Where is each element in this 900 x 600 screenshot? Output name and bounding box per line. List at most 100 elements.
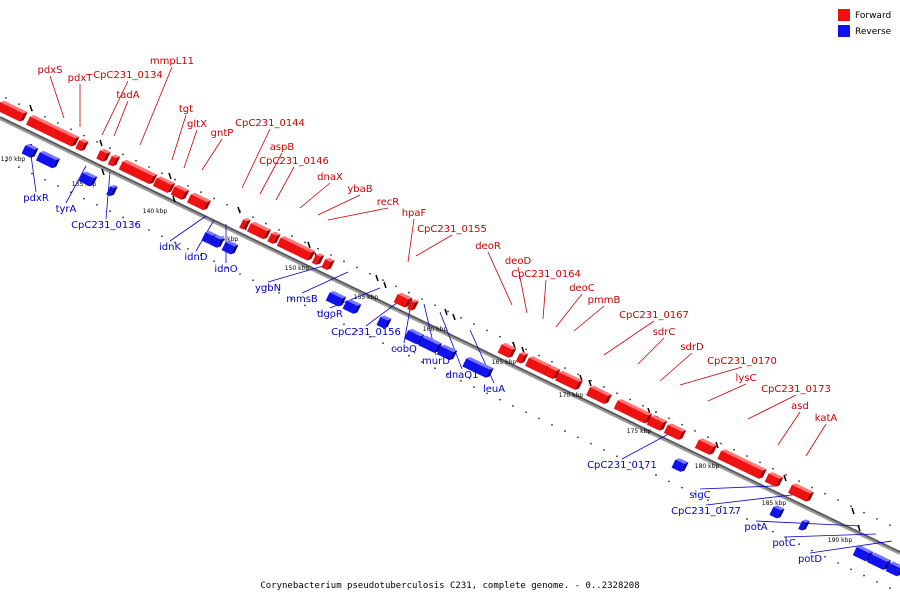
gene-label-potc[interactable]: potC: [772, 538, 795, 549]
gene-label-cpc231-0167[interactable]: CpC231_0167: [619, 310, 689, 321]
gene-asd: [764, 472, 784, 487]
gene-recr: [321, 257, 335, 270]
gene-cpc231-0167: [586, 385, 612, 404]
leader-pmmb: [573, 305, 605, 332]
gene-label-tada[interactable]: tadA: [116, 90, 139, 101]
gene-label-asd[interactable]: asd: [791, 401, 809, 412]
gene-label-idno[interactable]: idnO: [214, 264, 237, 275]
gene-pmmb: [555, 370, 583, 390]
scale-tick-label: 160 kbp: [423, 326, 448, 333]
chromosome-backbone: [0, 116, 900, 555]
scale-tick-mark: [237, 206, 241, 214]
leader-cpc231-0164: [542, 279, 547, 320]
gene-label-aspb[interactable]: aspB: [270, 142, 295, 153]
gene-label-cpc231-0155[interactable]: CpC231_0155: [417, 224, 487, 235]
gene-label-pdxt[interactable]: pdxT: [68, 73, 94, 84]
scale-tick-mark: [512, 341, 516, 349]
gene-label-deor[interactable]: deoR: [475, 241, 501, 252]
scale-tick-label: 155 kbp: [354, 294, 379, 301]
gene-label-pdxs[interactable]: pdxS: [38, 65, 63, 76]
leader-cpc231-0177: [705, 493, 801, 506]
leader-tada: [113, 100, 129, 137]
gene-label-gltx[interactable]: gltX: [187, 119, 207, 130]
leader-pdxs: [49, 75, 65, 119]
gene-label-cpc231-0146[interactable]: CpC231_0146: [259, 156, 329, 167]
leader-mmsb: [301, 271, 349, 294]
gene-pdxs: [60, 131, 80, 147]
gene-label-cpc231-0134[interactable]: CpC231_0134: [93, 70, 163, 81]
scale-tick-label: 165 kbp: [492, 359, 517, 366]
leader-dnax: [299, 182, 331, 209]
gene-idnd: [209, 234, 225, 248]
gene-sdrd: [646, 415, 668, 431]
gene-label-cpc231-0173[interactable]: CpC231_0173: [761, 384, 831, 395]
gene-label-cpc231-0170[interactable]: CpC231_0170: [707, 356, 777, 367]
gene-label-pdxr[interactable]: pdxR: [23, 193, 49, 204]
gene-label-hpaf[interactable]: hpaF: [402, 208, 427, 219]
gene-label-recr[interactable]: recR: [377, 197, 400, 208]
gene-label-mmsb[interactable]: mmsB: [286, 294, 318, 305]
gene-hpaf: [393, 292, 413, 308]
gene-label-sdrc[interactable]: sdrC: [653, 327, 676, 338]
gene-label-cpc231-0156[interactable]: CpC231_0156: [331, 327, 401, 338]
gene-tada: [107, 154, 121, 167]
scale-tick-mark: [172, 195, 176, 203]
gene-label-mmpl11[interactable]: mmpL11: [150, 56, 194, 67]
scale-tick-label: 135 kbp: [72, 181, 97, 188]
scale-tick-mark: [783, 474, 787, 482]
leader-ygbn: [267, 263, 331, 283]
leader-sdrd: [659, 352, 693, 382]
gene-label-murd[interactable]: murD: [422, 356, 450, 367]
scale-tick-label: 150 kbp: [285, 265, 310, 272]
gene-label-lysc[interactable]: lysC: [736, 373, 757, 384]
gene-label-pota[interactable]: potA: [744, 522, 767, 533]
gene-label-idnd[interactable]: idnD: [184, 252, 207, 263]
gene-label-cpc231-0177[interactable]: CpC231_0177: [671, 506, 741, 517]
gene-potc: [866, 552, 892, 570]
leader-lysc: [707, 383, 747, 402]
gene-tgt: [152, 176, 176, 193]
gene-label-tgt[interactable]: tgt: [179, 104, 193, 115]
gene-cobq: [407, 330, 425, 345]
gene-label-idnk[interactable]: idnK: [159, 242, 181, 253]
gene-dnax: [276, 236, 316, 261]
scale-tick-label: 185 kbp: [762, 500, 787, 507]
leader-cpc231-0144: [241, 128, 271, 189]
gene-label-sdrd[interactable]: sdrD: [680, 342, 704, 353]
gene-label-gntp[interactable]: gntP: [211, 128, 234, 139]
scale-tick-mark: [851, 507, 855, 515]
leader-recr: [327, 207, 389, 221]
gene-label-ygbn[interactable]: ygbN: [255, 283, 281, 294]
leader-deor: [487, 251, 513, 306]
gene-label-dnax[interactable]: dnaX: [317, 172, 343, 183]
leader-dnaq1: [439, 311, 463, 370]
gene-label-cpc231-0144[interactable]: CpC231_0144: [235, 118, 305, 129]
legend: Forward Reverse: [838, 9, 892, 37]
scale-tick-label: 180 kbp: [695, 463, 720, 470]
leader-ybab: [317, 194, 361, 216]
gene-pota: [852, 545, 874, 562]
gene-label-deod[interactable]: deoD: [505, 256, 532, 267]
gene-label-leua[interactable]: leuA: [483, 384, 505, 395]
gene-label-cpc231-0164[interactable]: CpC231_0164: [511, 269, 581, 280]
gene-label-pmmb[interactable]: pmmB: [588, 295, 621, 306]
gene-label-sigc[interactable]: sigC: [689, 490, 710, 501]
reverse-legend-swatch: [838, 25, 850, 37]
gene-cpc231-0134: [97, 149, 111, 162]
leader-cpc231-0170: [679, 366, 743, 386]
gene-label-ybab[interactable]: ybaB: [347, 184, 372, 195]
gene-label-cobq[interactable]: cobQ: [391, 344, 417, 355]
gene-label-deoc[interactable]: deoC: [569, 283, 595, 294]
gene-label-kata[interactable]: katA: [815, 413, 838, 424]
gene-label-cpc231-0171[interactable]: CpC231_0171: [587, 460, 657, 471]
gene-label-cpc231-0136[interactable]: CpC231_0136: [71, 220, 141, 231]
gene-leua: [462, 356, 494, 378]
scale-tick-mark: [452, 313, 456, 321]
gene-label-dgor[interactable]: dgoR: [317, 309, 343, 320]
forward-legend-swatch: [838, 9, 850, 21]
gene-label-tyra[interactable]: tyrA: [56, 204, 77, 215]
gene-label-potd[interactable]: potD: [798, 554, 822, 565]
gene-label-dnaq1[interactable]: dnaQ1: [445, 370, 478, 381]
leader-deod: [517, 266, 528, 314]
